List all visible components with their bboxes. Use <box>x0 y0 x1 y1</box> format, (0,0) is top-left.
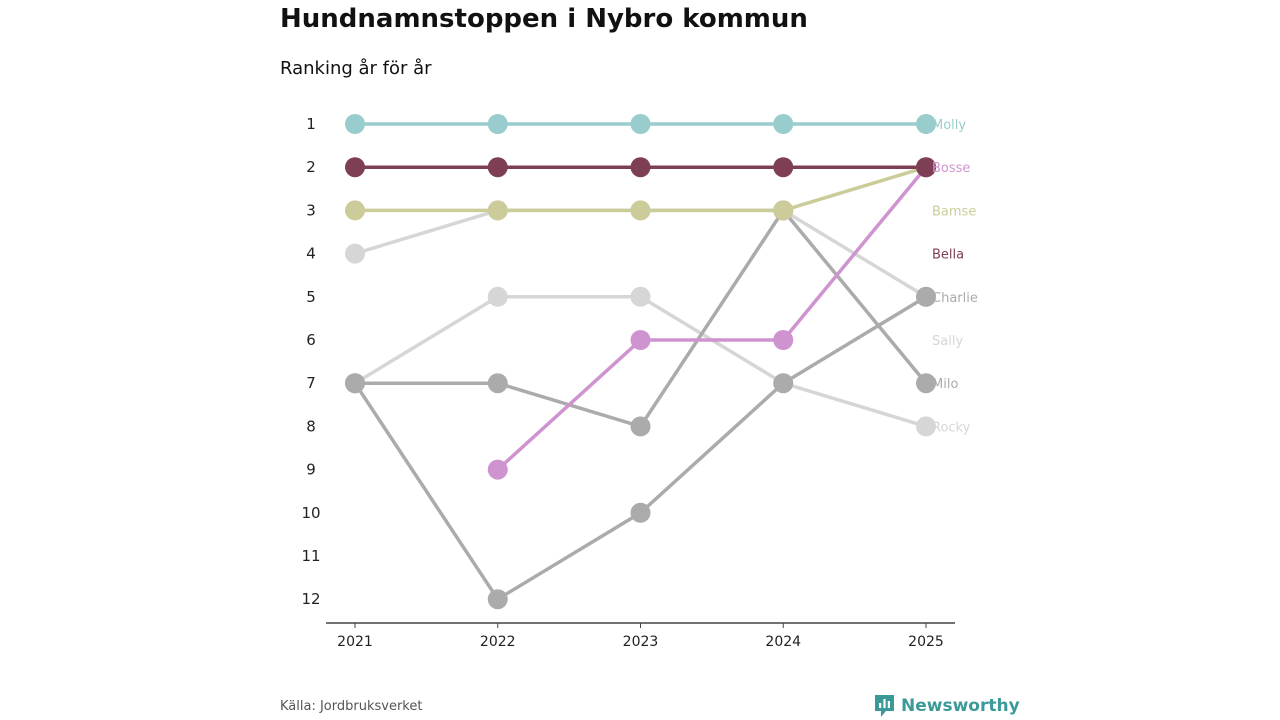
point-bamse-2023[interactable] <box>630 200 651 221</box>
end-label-sally: Sally <box>932 334 963 349</box>
point-milo-2025[interactable] <box>916 373 936 394</box>
point-bosse-2022[interactable] <box>487 459 508 480</box>
y-tick-label: 11 <box>301 547 320 565</box>
x-tick-label: 2025 <box>908 634 944 650</box>
y-tick-label: 4 <box>306 245 316 263</box>
y-tick-label: 2 <box>306 158 316 176</box>
y-tick-label: 8 <box>306 417 316 435</box>
end-label-molly: Molly <box>932 118 966 133</box>
end-labels: Molly Bosse Bamse Bella Charlie Sally Milo Rock… <box>932 118 978 435</box>
y-tick-label: 12 <box>301 590 320 608</box>
y-tick-label: 6 <box>306 331 316 349</box>
x-tick-label: 2024 <box>765 634 801 650</box>
point-milo-2023[interactable] <box>630 416 651 437</box>
series-line-rocky <box>353 208 928 299</box>
point-bella-2021[interactable] <box>345 157 365 178</box>
series-line-bosse <box>496 165 928 472</box>
y-tick-label: 5 <box>306 288 316 306</box>
point-bella-2023[interactable] <box>630 157 651 178</box>
point-molly-2024[interactable] <box>773 114 794 134</box>
point-sally-2023[interactable] <box>630 286 651 307</box>
point-sally-2025[interactable] <box>916 416 936 437</box>
x-axis-ticks: 2021 2022 2023 2024 2025 <box>337 623 944 650</box>
x-tick-label: 2023 <box>623 634 659 650</box>
series-line-sally <box>353 295 928 429</box>
end-label-bella: Bella <box>932 248 964 263</box>
point-bosse-2023[interactable] <box>630 330 651 350</box>
y-tick-label: 3 <box>306 201 316 219</box>
point-bella-2022[interactable] <box>487 157 508 178</box>
y-tick-label: 10 <box>301 504 320 522</box>
point-bosse-2024[interactable] <box>773 330 794 350</box>
point-molly-2022[interactable] <box>487 114 508 134</box>
point-milo-2021[interactable] <box>345 373 365 394</box>
point-molly-2023[interactable] <box>630 114 651 134</box>
x-tick-label: 2021 <box>337 634 373 650</box>
end-label-milo: Milo <box>932 377 958 392</box>
end-label-charlie: Charlie <box>932 291 978 306</box>
point-bella-2025[interactable] <box>916 157 936 178</box>
x-tick-label: 2022 <box>480 634 516 650</box>
point-bamse-2024[interactable] <box>773 200 794 221</box>
y-tick-label: 1 <box>306 115 316 133</box>
series-points <box>345 114 936 610</box>
point-charlie-2025[interactable] <box>916 286 936 307</box>
chart-subtitle: Ranking år för år <box>280 58 432 79</box>
point-bella-2024[interactable] <box>773 157 794 178</box>
y-tick-label: 7 <box>306 374 316 392</box>
series-lines <box>353 122 928 601</box>
source-note: Källa: Jordbruksverket <box>280 699 423 714</box>
point-molly-2021[interactable] <box>345 114 365 134</box>
point-sally-2022[interactable] <box>487 286 508 307</box>
end-label-rocky: Rocky <box>932 420 971 435</box>
end-label-bosse: Bosse <box>932 161 970 176</box>
point-charlie-2023[interactable] <box>630 502 651 523</box>
newsworthy-logo-icon <box>875 695 894 717</box>
end-label-bamse: Bamse <box>932 204 976 219</box>
chart-title: Hundnamnstoppen i Nybro kommun <box>280 4 808 34</box>
point-bamse-2022[interactable] <box>487 200 508 221</box>
point-milo-2022[interactable] <box>487 373 508 394</box>
point-molly-2025[interactable] <box>916 114 936 134</box>
brand-logo[interactable]: Newsworthy <box>874 694 1020 718</box>
brand-name: Newsworthy <box>901 696 1020 716</box>
point-bamse-2021[interactable] <box>345 200 365 221</box>
point-rocky-2021[interactable] <box>345 243 365 264</box>
point-charlie-2022[interactable] <box>487 589 508 610</box>
series-line-milo <box>353 208 928 429</box>
y-tick-label: 9 <box>306 461 316 479</box>
point-charlie-2024[interactable] <box>773 373 794 394</box>
